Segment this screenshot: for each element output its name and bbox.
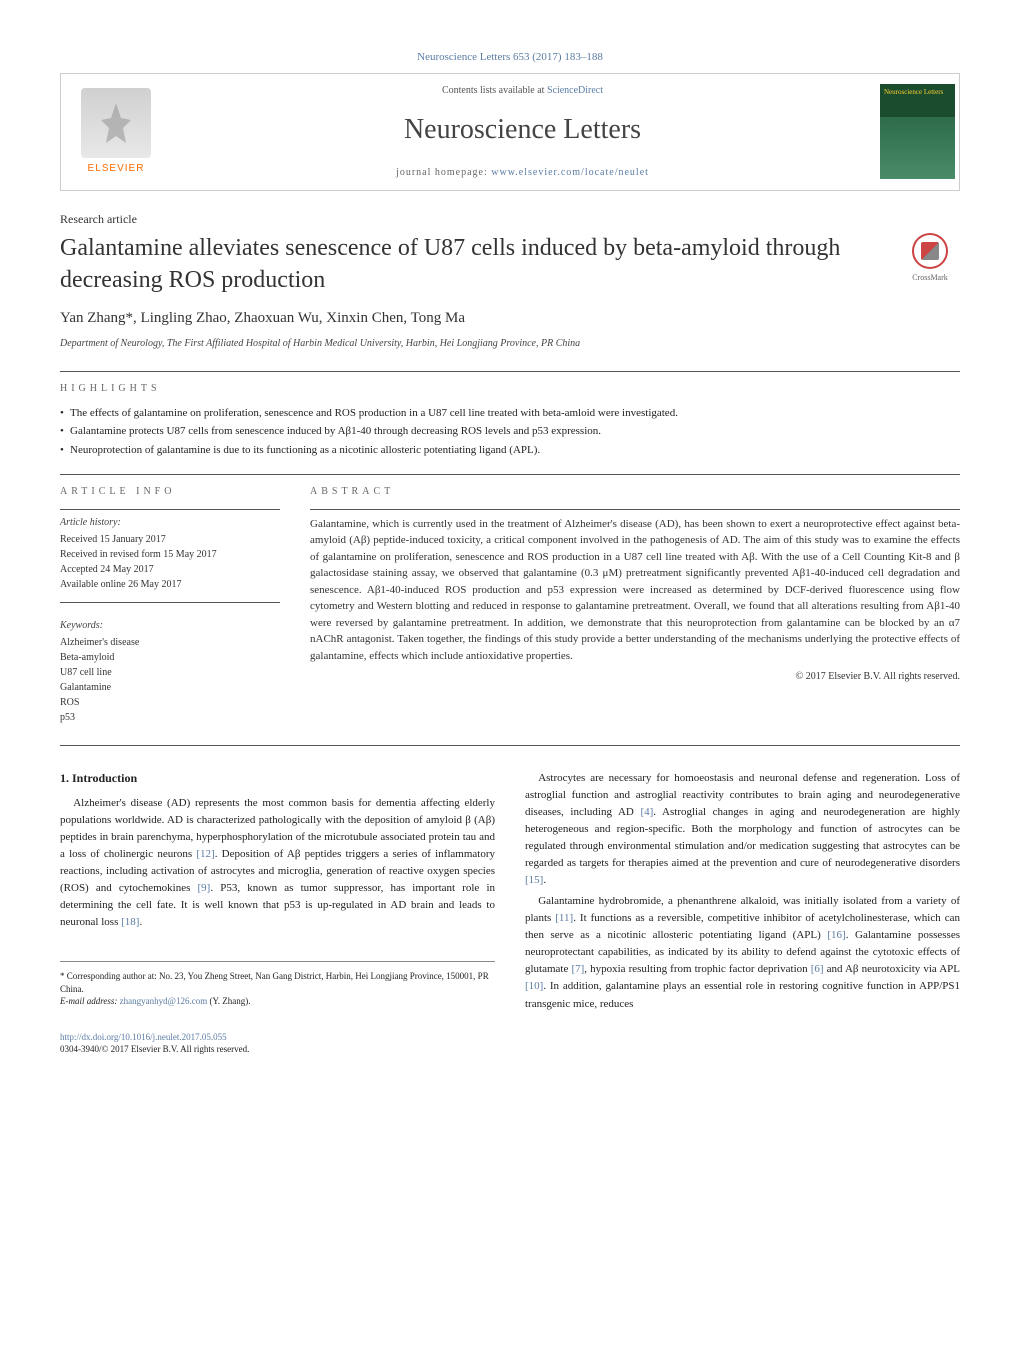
header-center: Contents lists available at ScienceDirec… — [171, 74, 874, 189]
body-paragraph: Astrocytes are necessary for homoeostasi… — [525, 770, 960, 889]
body-paragraph: Alzheimer's disease (AD) represents the … — [60, 795, 495, 931]
ref-link[interactable]: [12] — [196, 848, 214, 860]
journal-header: ELSEVIER Contents lists available at Sci… — [60, 73, 960, 190]
journal-cover-icon: Neuroscience Letters — [880, 84, 955, 179]
header-citation: Neuroscience Letters 653 (2017) 183–188 — [60, 50, 960, 65]
contents-prefix: Contents lists available at — [442, 85, 547, 96]
history-label: Article history: — [60, 516, 280, 530]
homepage-line: journal homepage: www.elsevier.com/locat… — [181, 166, 864, 180]
ref-link[interactable]: [7] — [571, 963, 584, 975]
homepage-prefix: journal homepage: — [396, 167, 491, 178]
highlights-list: The effects of galantamine on proliferat… — [60, 406, 960, 458]
history-item: Accepted 24 May 2017 — [60, 562, 280, 577]
divider — [310, 509, 960, 510]
highlights-label: HIGHLIGHTS — [60, 382, 960, 396]
divider — [60, 745, 960, 746]
authors: Yan Zhang*, Lingling Zhao, Zhaoxuan Wu, … — [60, 308, 960, 329]
ref-link[interactable]: [18] — [121, 916, 139, 928]
divider — [60, 602, 280, 603]
email-label: E-mail address: — [60, 996, 120, 1006]
affiliation: Department of Neurology, The First Affil… — [60, 337, 960, 351]
ref-link[interactable]: [16] — [827, 929, 845, 941]
ref-link[interactable]: [10] — [525, 980, 543, 992]
abstract-label: ABSTRACT — [310, 485, 960, 499]
divider — [60, 509, 280, 510]
contents-line: Contents lists available at ScienceDirec… — [181, 84, 864, 98]
sciencedirect-link[interactable]: ScienceDirect — [547, 85, 603, 96]
article-info-label: ARTICLE INFO — [60, 485, 280, 499]
body-column-left: 1. Introduction Alzheimer's disease (AD)… — [60, 770, 495, 1017]
issn-line: 0304-3940/© 2017 Elsevier B.V. All right… — [60, 1044, 249, 1054]
keyword: ROS — [60, 695, 280, 710]
keyword: Galantamine — [60, 680, 280, 695]
history-item: Available online 26 May 2017 — [60, 577, 280, 592]
keyword: Alzheimer's disease — [60, 635, 280, 650]
cover-cell: Neuroscience Letters — [874, 78, 959, 185]
intro-heading: 1. Introduction — [60, 770, 495, 787]
copyright: © 2017 Elsevier B.V. All rights reserved… — [310, 670, 960, 684]
publisher-name: ELSEVIER — [88, 162, 145, 176]
email-link[interactable]: zhangyanhyd@126.com — [120, 996, 208, 1006]
doi-block: http://dx.doi.org/10.1016/j.neulet.2017.… — [60, 1031, 960, 1056]
ref-link[interactable]: [11] — [555, 912, 573, 924]
keyword: Beta-amyloid — [60, 650, 280, 665]
history-item: Received in revised form 15 May 2017 — [60, 547, 280, 562]
crossmark-label: CrossMark — [912, 272, 948, 283]
abstract-column: ABSTRACT Galantamine, which is currently… — [310, 485, 960, 725]
highlight-item: Galantamine protects U87 cells from sene… — [60, 424, 960, 439]
doi-link[interactable]: http://dx.doi.org/10.1016/j.neulet.2017.… — [60, 1032, 227, 1042]
article-type: Research article — [60, 211, 960, 228]
corresponding-footer: * Corresponding author at: No. 23, You Z… — [60, 961, 495, 1008]
email-line: E-mail address: zhangyanhyd@126.com (Y. … — [60, 995, 495, 1008]
body-paragraph: Galantamine hydrobromide, a phenanthrene… — [525, 893, 960, 1012]
divider — [60, 474, 960, 475]
journal-name: Neuroscience Letters — [181, 110, 864, 149]
homepage-link[interactable]: www.elsevier.com/locate/neulet — [491, 167, 649, 178]
keyword: p53 — [60, 710, 280, 725]
email-suffix: (Y. Zhang). — [207, 996, 250, 1006]
highlight-item: The effects of galantamine on proliferat… — [60, 406, 960, 421]
abstract-text: Galantamine, which is currently used in … — [310, 516, 960, 665]
article-info-column: ARTICLE INFO Article history: Received 1… — [60, 485, 280, 725]
ref-link[interactable]: [9] — [198, 882, 211, 894]
ref-link[interactable]: [6] — [811, 963, 824, 975]
crossmark-icon — [912, 233, 948, 269]
body-column-right: Astrocytes are necessary for homoeostasi… — [525, 770, 960, 1017]
keywords-label: Keywords: — [60, 619, 280, 633]
history-item: Received 15 January 2017 — [60, 532, 280, 547]
keyword: U87 cell line — [60, 665, 280, 680]
ref-link[interactable]: [15] — [525, 874, 543, 886]
ref-link[interactable]: [4] — [640, 806, 653, 818]
publisher-logo-cell: ELSEVIER — [61, 78, 171, 186]
divider — [60, 371, 960, 372]
cover-text: Neuroscience Letters — [884, 88, 943, 98]
crossmark-badge[interactable]: CrossMark — [900, 233, 960, 283]
article-title: Galantamine alleviates senescence of U87… — [60, 233, 880, 295]
elsevier-tree-icon — [81, 88, 151, 158]
highlight-item: Neuroprotection of galantamine is due to… — [60, 443, 960, 458]
corr-author: * Corresponding author at: No. 23, You Z… — [60, 970, 495, 995]
